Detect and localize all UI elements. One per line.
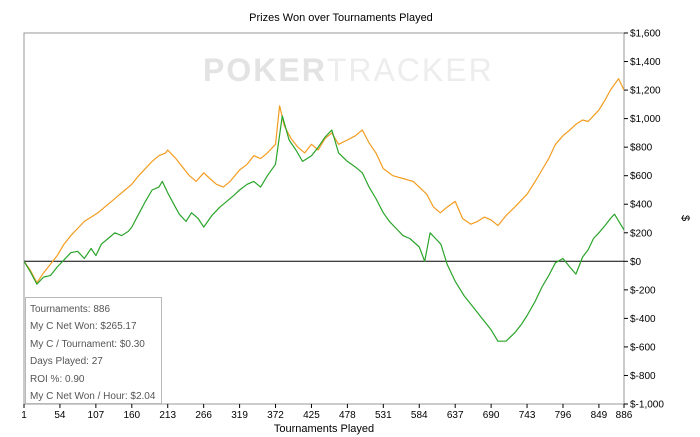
stat-tournaments: Tournaments: 886 bbox=[30, 304, 111, 315]
y-tick-label: $-1,000 bbox=[630, 400, 664, 411]
x-tick-label: 266 bbox=[195, 410, 212, 421]
y-tick-label: $1,000 bbox=[630, 114, 661, 125]
y-tick-label: $600 bbox=[630, 171, 653, 182]
series-line-2 bbox=[23, 115, 625, 342]
y-tick-label: $0 bbox=[630, 257, 642, 268]
stat-per-tournament: My C / Tournament: $0.30 bbox=[30, 338, 145, 350]
y-tick-label: $-200 bbox=[630, 285, 656, 296]
y-tick-label: $-400 bbox=[630, 314, 656, 325]
stat-days-played: Days Played: 27 bbox=[30, 356, 103, 368]
x-tick-label: 743 bbox=[519, 410, 536, 421]
x-tick-label: 319 bbox=[231, 410, 248, 421]
stat-net-won: My C Net Won: $265.17 bbox=[30, 321, 137, 333]
x-tick-label: 54 bbox=[54, 410, 66, 421]
x-tick-label: 849 bbox=[591, 410, 608, 421]
y-tick-label: $1,400 bbox=[630, 57, 661, 68]
series-line-1 bbox=[23, 78, 625, 284]
stat-roi: ROI %: 0.90 bbox=[30, 373, 85, 385]
y-tick-label: $200 bbox=[630, 228, 653, 239]
stats-box: Tournaments: 886 My C Net Won: $265.17 M… bbox=[25, 297, 162, 404]
plot-frame bbox=[23, 32, 625, 405]
y-axis-label: $ bbox=[679, 215, 691, 221]
stat-net-won-hour: My C Net Won / Hour: $2.04 bbox=[30, 390, 156, 402]
watermark-tracker: TRACKER bbox=[326, 52, 494, 88]
y-tick-label: $1,600 bbox=[630, 29, 661, 40]
x-tick-label: 531 bbox=[375, 410, 392, 421]
y-tick-label: $-600 bbox=[630, 342, 656, 353]
x-tick-label: 584 bbox=[411, 410, 428, 421]
x-tick-label: 637 bbox=[447, 410, 464, 421]
x-tick-label: 886 bbox=[616, 410, 633, 421]
y-tick-label: $800 bbox=[630, 143, 653, 154]
x-tick-label: 796 bbox=[555, 410, 572, 421]
chart-title: Prizes Won over Tournaments Played bbox=[249, 12, 433, 24]
y-tick-label: $-800 bbox=[630, 371, 656, 382]
pokertracker-watermark: POKERTRACKER bbox=[203, 52, 494, 89]
x-tick-label: 372 bbox=[267, 410, 284, 421]
x-tick-label: 690 bbox=[483, 410, 500, 421]
x-tick-label: 160 bbox=[123, 410, 140, 421]
x-tick-label: 107 bbox=[88, 410, 105, 421]
watermark-poker: POKER bbox=[203, 52, 327, 88]
x-tick-label: 1 bbox=[21, 410, 27, 421]
x-tick-label: 213 bbox=[159, 410, 176, 421]
x-axis-label: Tournaments Played bbox=[274, 423, 374, 435]
y-tick-label: $1,200 bbox=[630, 86, 661, 97]
x-tick-label: 425 bbox=[303, 410, 320, 421]
y-tick-label: $400 bbox=[630, 200, 653, 211]
x-tick-label: 478 bbox=[339, 410, 356, 421]
